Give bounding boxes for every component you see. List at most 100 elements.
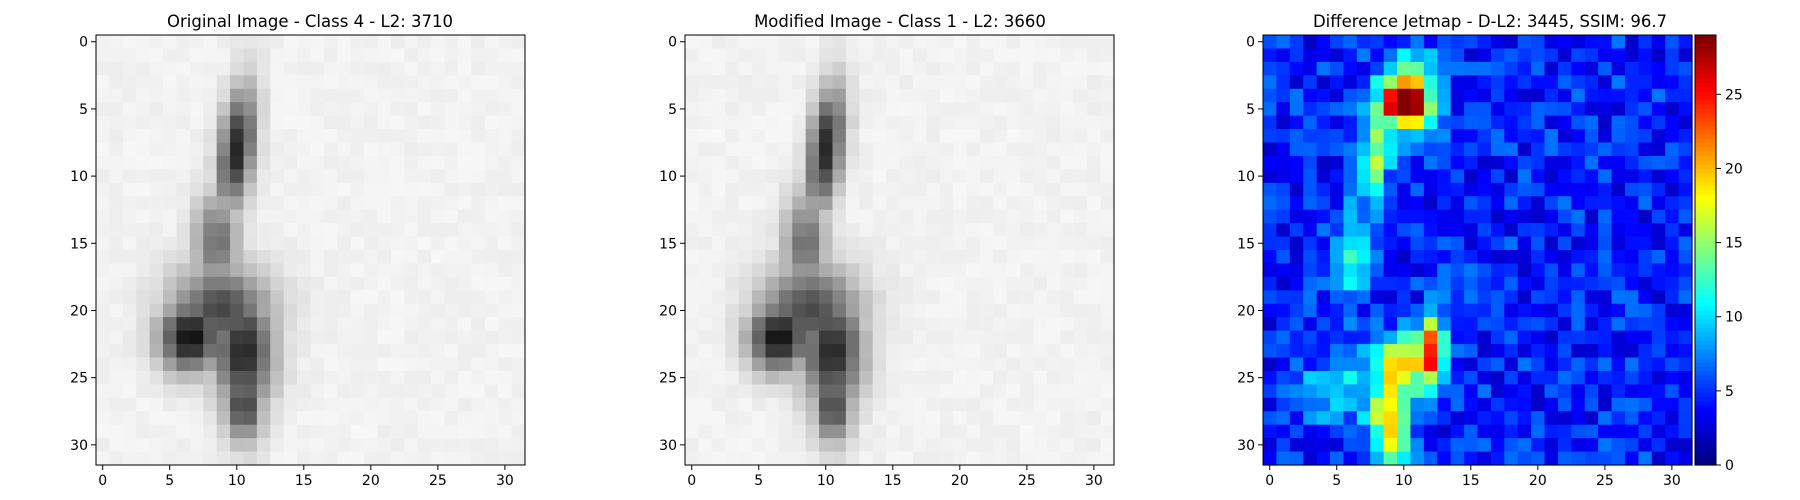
image-pixel	[1423, 102, 1438, 117]
image-pixel	[738, 209, 753, 224]
image-pixel	[1410, 397, 1425, 412]
image-pixel	[270, 223, 285, 238]
image-pixel	[1557, 411, 1572, 426]
image-pixel	[498, 196, 513, 211]
image-pixel	[752, 290, 767, 305]
image-pixel	[1598, 263, 1613, 278]
image-pixel	[444, 250, 459, 265]
image-pixel	[832, 317, 847, 332]
image-pixel	[1557, 35, 1572, 50]
image-pixel	[886, 370, 901, 385]
image-pixel	[471, 263, 486, 278]
image-pixel	[1073, 129, 1088, 144]
image-pixel	[457, 344, 472, 359]
image-pixel	[1477, 61, 1492, 76]
image-pixel	[417, 129, 432, 144]
image-pixel	[1544, 155, 1559, 170]
image-pixel	[1678, 370, 1693, 385]
image-pixel	[966, 182, 981, 197]
image-pixel	[805, 223, 820, 238]
image-pixel	[1397, 438, 1412, 453]
image-pixel	[1651, 263, 1666, 278]
image-pixel	[1060, 129, 1075, 144]
image-pixel	[511, 35, 526, 50]
image-pixel	[1571, 169, 1586, 184]
image-pixel	[1624, 35, 1639, 50]
image-pixel	[431, 370, 446, 385]
image-pixel	[805, 35, 820, 50]
image-pixel	[698, 411, 713, 426]
image-pixel	[1370, 370, 1385, 385]
image-pixel	[1598, 411, 1613, 426]
image-pixel	[832, 424, 847, 439]
image-pixel	[310, 438, 325, 453]
image-pixel	[176, 129, 191, 144]
image-pixel	[1678, 102, 1693, 117]
image-pixel	[1033, 330, 1048, 345]
image-pixel	[1316, 384, 1331, 399]
image-pixel	[845, 344, 860, 359]
image-pixel	[792, 102, 807, 117]
image-pixel	[323, 384, 338, 399]
image-pixel	[1006, 169, 1021, 184]
image-pixel	[337, 88, 352, 103]
image-pixel	[1611, 48, 1626, 63]
image-pixel	[484, 155, 499, 170]
image-pixel	[1060, 88, 1075, 103]
image-pixel	[109, 384, 124, 399]
image-pixel	[511, 411, 526, 426]
image-pixel	[859, 370, 874, 385]
image-pixel	[1383, 276, 1398, 291]
image-pixel	[778, 236, 793, 251]
image-pixel	[1343, 48, 1358, 63]
image-pixel	[498, 102, 513, 117]
image-pixel	[230, 438, 245, 453]
image-pixel	[230, 236, 245, 251]
image-pixel	[819, 209, 834, 224]
image-pixel	[1046, 317, 1061, 332]
image-pixel	[1276, 276, 1291, 291]
image-pixel	[685, 276, 700, 291]
image-pixel	[404, 61, 419, 76]
image-pixel	[1450, 438, 1465, 453]
image-pixel	[1638, 384, 1653, 399]
image-pixel	[310, 276, 325, 291]
colorbar-segment	[1695, 305, 1716, 311]
image-pixel	[444, 169, 459, 184]
image-pixel	[1571, 330, 1586, 345]
image-pixel	[1544, 102, 1559, 117]
image-pixel	[752, 196, 767, 211]
image-pixel	[1423, 88, 1438, 103]
image-pixel	[323, 88, 338, 103]
image-pixel	[845, 384, 860, 399]
image-pixel	[926, 438, 941, 453]
image-pixel	[122, 223, 137, 238]
image-pixel	[912, 344, 927, 359]
image-pixel	[1046, 223, 1061, 238]
image-pixel	[872, 451, 887, 466]
image-pixel	[1087, 250, 1102, 265]
image-pixel	[1638, 451, 1653, 466]
image-pixel	[1303, 35, 1318, 50]
image-pixel	[1557, 330, 1572, 345]
image-pixel	[1060, 303, 1075, 318]
image-pixel	[1624, 330, 1639, 345]
image-pixel	[1678, 250, 1693, 265]
image-pixel	[1276, 196, 1291, 211]
image-pixel	[1464, 182, 1479, 197]
image-pixel	[404, 115, 419, 130]
image-pixel	[1437, 451, 1452, 466]
image-pixel	[471, 169, 486, 184]
image-pixel	[993, 250, 1008, 265]
image-pixel	[859, 102, 874, 117]
image-pixel	[337, 75, 352, 90]
image-pixel	[404, 250, 419, 265]
image-pixel	[1100, 438, 1115, 453]
image-pixel	[457, 115, 472, 130]
image-pixel	[899, 276, 914, 291]
colorbar-segment	[1695, 452, 1716, 457]
image-pixel	[872, 223, 887, 238]
image-pixel	[1624, 182, 1639, 197]
image-pixel	[912, 357, 927, 372]
image-pixel	[845, 276, 860, 291]
